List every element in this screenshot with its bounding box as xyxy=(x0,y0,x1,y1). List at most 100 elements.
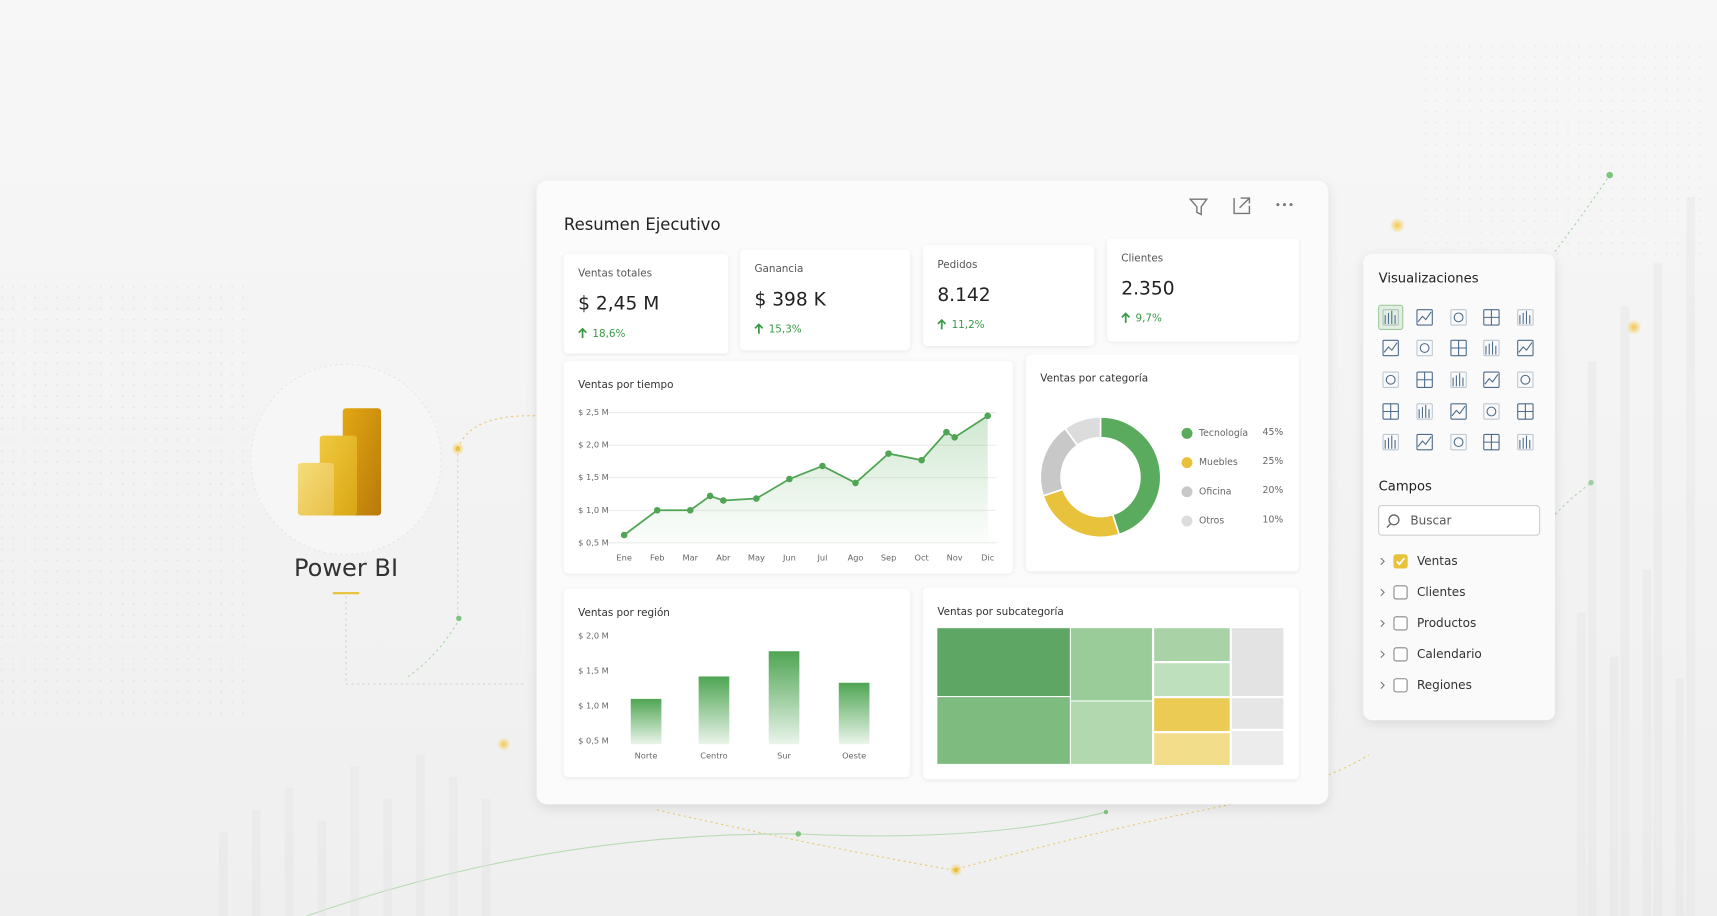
field-label[interactable]: Productos xyxy=(1417,616,1476,630)
field-label[interactable]: Calendario xyxy=(1417,647,1482,661)
legend-label: Muebles xyxy=(1199,457,1238,468)
chevron[interactable] xyxy=(1380,557,1385,566)
visual-icon[interactable] xyxy=(1517,403,1534,420)
expand-button[interactable] xyxy=(1233,197,1251,215)
x-tick-label: Ago xyxy=(848,553,864,563)
visual-icon[interactable] xyxy=(1382,309,1399,326)
checkbox[interactable] xyxy=(1393,647,1408,662)
visual-icon[interactable] xyxy=(1416,403,1433,420)
bar xyxy=(838,682,870,745)
visual-icon[interactable] xyxy=(1382,339,1399,357)
field-label[interactable]: Ventas xyxy=(1417,554,1458,568)
kpi-change: 11,2% xyxy=(952,319,985,331)
icon-frame xyxy=(1450,403,1467,420)
point xyxy=(852,479,859,487)
point xyxy=(753,495,760,502)
chart-title: Ventas por tiempo xyxy=(578,379,673,391)
visual-icon[interactable] xyxy=(1450,339,1467,357)
chevron[interactable] xyxy=(1380,588,1385,597)
visual-icon[interactable] xyxy=(1483,433,1500,451)
fields-list: Ventas Clientes Productos Calendario Regione… xyxy=(1380,554,1482,693)
background-bar xyxy=(219,831,228,916)
checkbox[interactable] xyxy=(1393,616,1408,631)
visual-icon[interactable] xyxy=(1382,433,1399,451)
background-bar xyxy=(1587,361,1597,916)
y-tick-label: $ 2,0 M xyxy=(578,440,609,450)
checkbox[interactable] xyxy=(1393,554,1408,569)
visual-icon[interactable] xyxy=(1483,339,1500,357)
logo-underline xyxy=(332,592,360,595)
visual-icon[interactable] xyxy=(1382,403,1399,420)
kpi-card xyxy=(740,249,910,351)
x-tick-label: Jun xyxy=(782,553,796,563)
treemap-tile xyxy=(1154,698,1230,732)
visual-icon[interactable] xyxy=(1517,371,1534,388)
legend-label: Otros xyxy=(1199,516,1224,527)
visual-icon[interactable] xyxy=(1450,403,1467,420)
x-tick-label: Dic xyxy=(981,553,994,563)
icon-frame xyxy=(1450,309,1467,326)
background-bar xyxy=(383,798,393,916)
icon-grid xyxy=(1517,403,1534,420)
icon-grid xyxy=(1483,434,1500,450)
visual-icon[interactable] xyxy=(1416,433,1433,451)
icon-grid xyxy=(1450,340,1467,356)
kpi-value: $ 398 K xyxy=(754,289,826,310)
y-tick-label: $ 0,5 M xyxy=(578,537,609,547)
chart-card xyxy=(1026,354,1299,572)
visual-icon[interactable] xyxy=(1517,339,1534,357)
x-tick-label: May xyxy=(748,553,765,563)
field-label[interactable]: Clientes xyxy=(1417,585,1466,599)
visual-icon[interactable] xyxy=(1483,309,1500,326)
chevron[interactable] xyxy=(1380,619,1385,628)
icon-frame xyxy=(1416,403,1433,420)
search-icon xyxy=(1388,514,1400,526)
chart-title: Ventas por categoría xyxy=(1040,373,1148,385)
visual-icon[interactable] xyxy=(1450,309,1467,326)
point xyxy=(706,492,714,500)
visual-icon[interactable] xyxy=(1450,433,1467,451)
icon-frame xyxy=(1483,339,1500,357)
line xyxy=(623,415,989,536)
visual-icon[interactable] xyxy=(1517,309,1534,326)
visualizations-panel xyxy=(1363,253,1555,721)
kpi-change: 9,7% xyxy=(1136,312,1163,324)
point xyxy=(885,450,892,457)
legend-swatch xyxy=(1181,427,1193,439)
y-tick-label: $ 2,0 M xyxy=(578,630,609,640)
background-bar xyxy=(1642,569,1652,916)
dot-texture xyxy=(0,284,252,723)
visual-icon[interactable] xyxy=(1382,371,1399,388)
kpi-change: 18,6% xyxy=(592,328,625,340)
point xyxy=(786,475,793,483)
visual-icon[interactable] xyxy=(1416,339,1433,357)
kpi-label: Clientes xyxy=(1121,252,1163,264)
chevron[interactable] xyxy=(1380,650,1385,659)
bar xyxy=(630,698,662,745)
x-tick-label: Nov xyxy=(947,553,963,563)
checkbox[interactable] xyxy=(1393,678,1408,693)
y-tick-label: $ 1,0 M xyxy=(578,700,609,710)
more-button[interactable] xyxy=(1276,203,1293,207)
x-tick-label: Abr xyxy=(716,553,731,563)
search-box[interactable] xyxy=(1378,505,1541,536)
kpi-value: 8.142 xyxy=(937,285,990,306)
legend-label: Tecnología xyxy=(1198,428,1248,439)
search-placeholder: Buscar xyxy=(1410,513,1451,527)
visual-icon[interactable] xyxy=(1416,309,1433,326)
glow-dots xyxy=(451,171,1642,877)
visual-icon[interactable] xyxy=(1483,371,1500,388)
value-label: 45% xyxy=(1263,427,1284,438)
visual-icon[interactable] xyxy=(1517,433,1534,451)
icon-frame xyxy=(1450,433,1467,451)
visual-icon[interactable] xyxy=(1450,371,1467,388)
chevron[interactable] xyxy=(1380,681,1385,689)
visual-icon[interactable] xyxy=(1483,403,1500,420)
field-label[interactable]: Regiones xyxy=(1417,678,1472,692)
legend-swatch xyxy=(1181,515,1193,527)
background-bar xyxy=(1686,196,1696,916)
visual-icon[interactable] xyxy=(1416,371,1433,388)
filter-button[interactable] xyxy=(1188,198,1209,216)
checkbox[interactable] xyxy=(1393,585,1408,600)
